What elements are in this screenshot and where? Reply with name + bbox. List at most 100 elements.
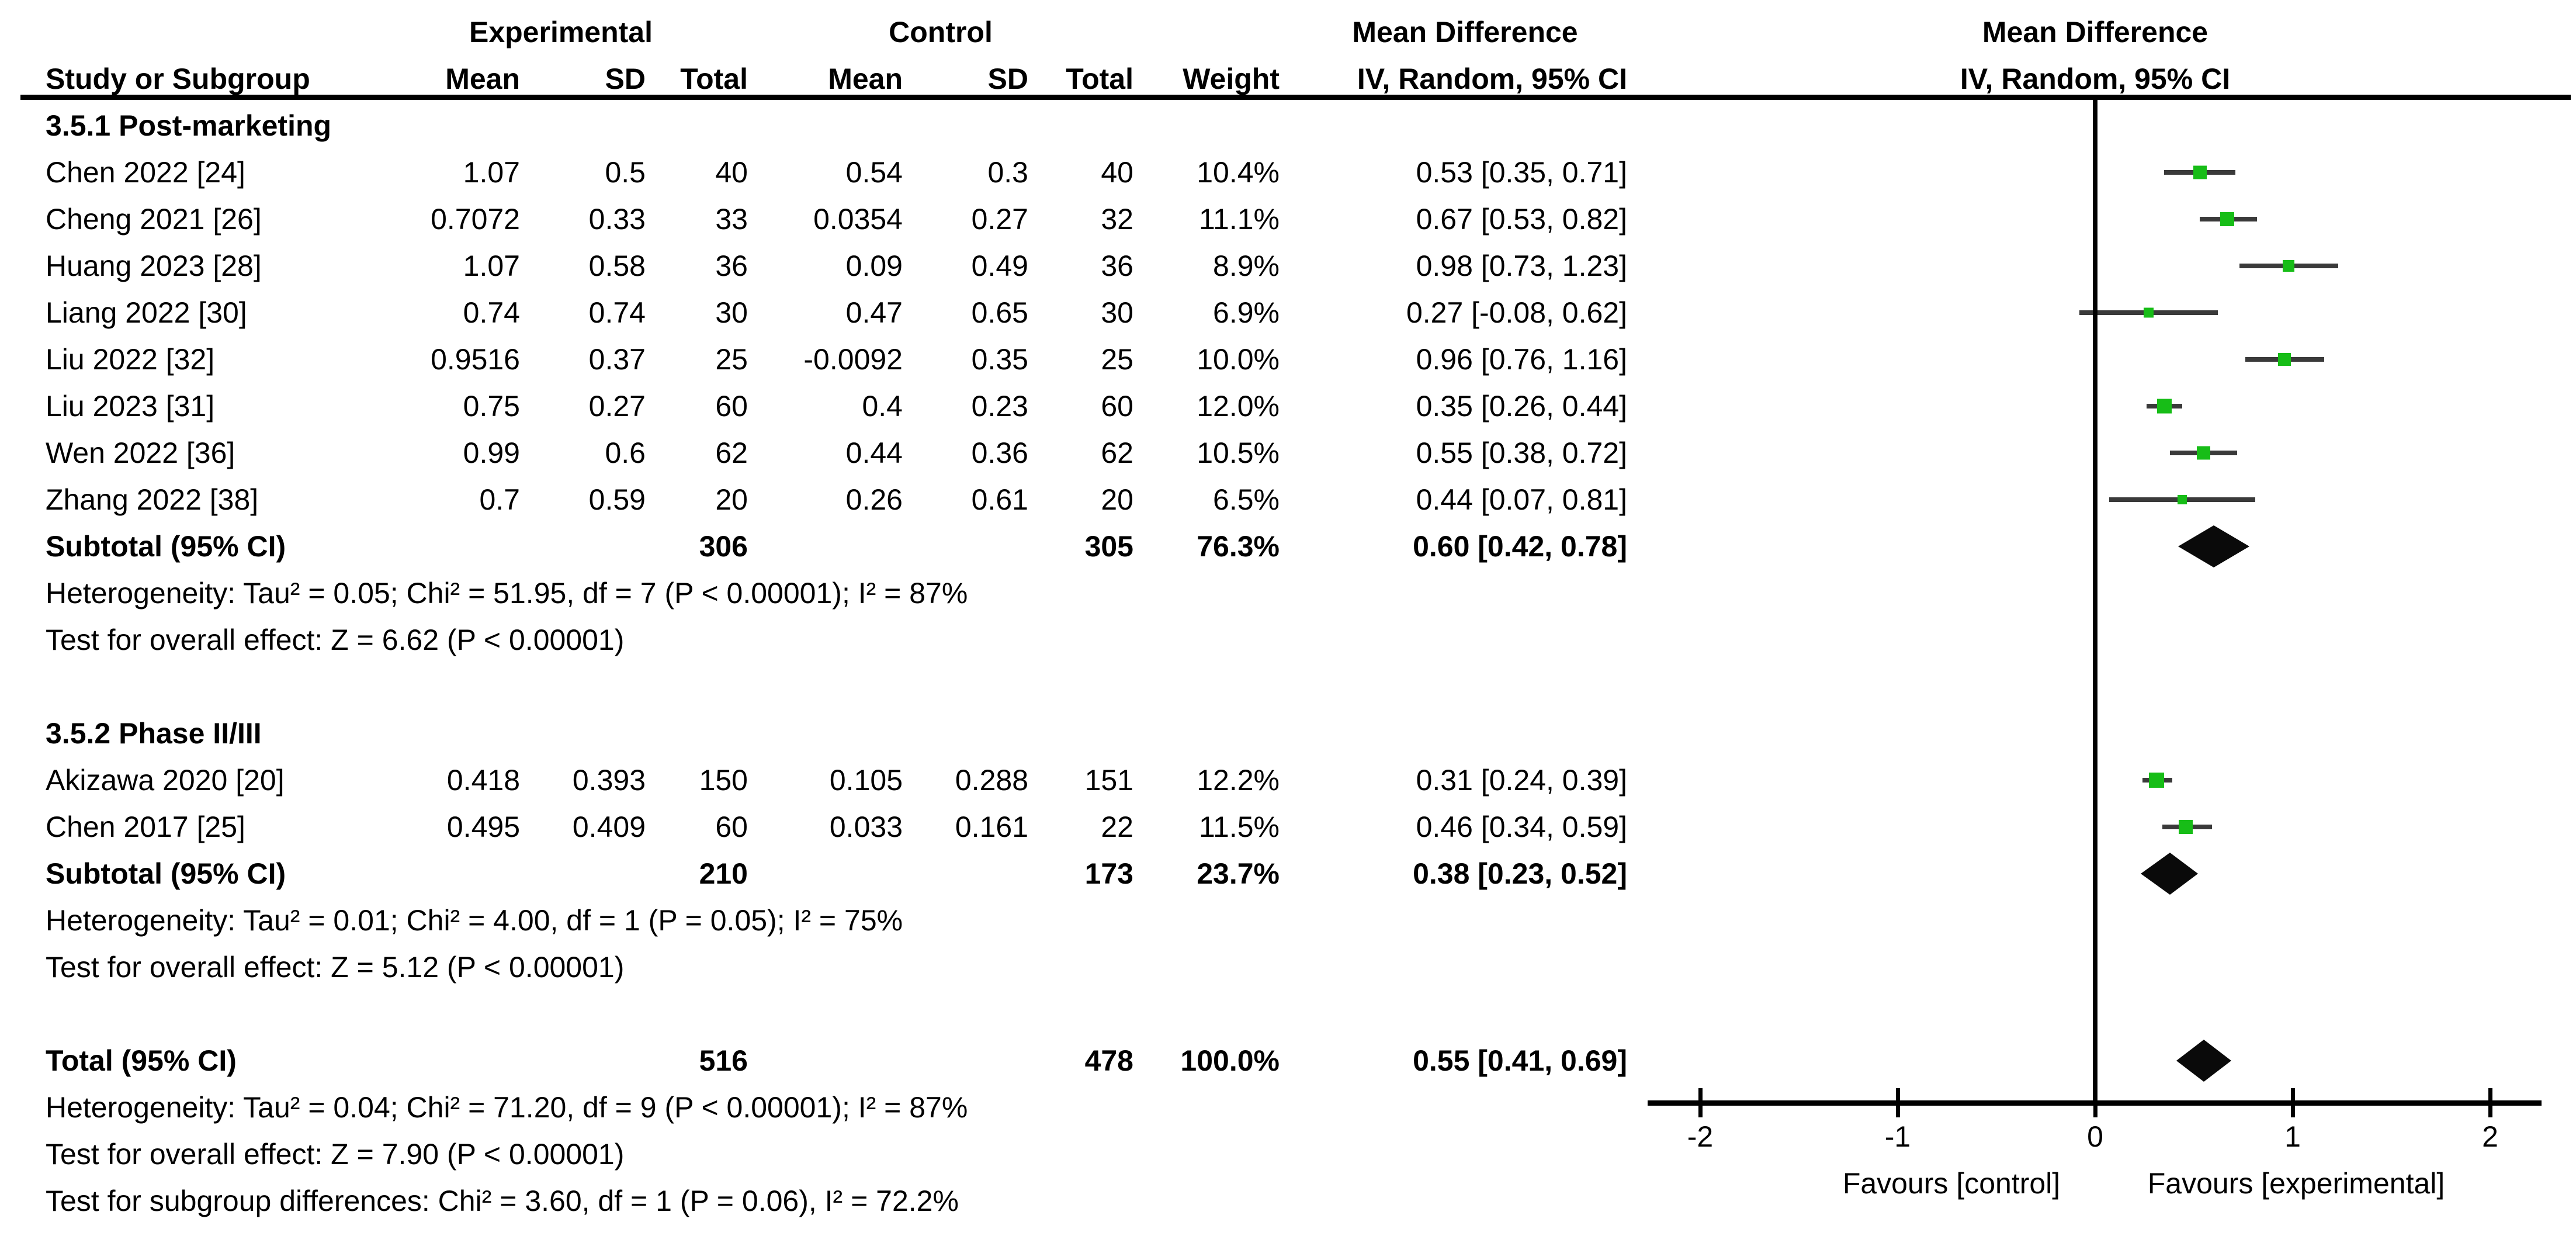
column-header-weight: Weight: [1183, 63, 1280, 95]
study-row-e_n: 33: [715, 203, 748, 236]
axis-tick-label: 0: [2087, 1120, 2103, 1153]
study-row-label: Chen 2017 [25]: [46, 811, 245, 843]
subtotal-row-ci: 0.60 [0.42, 0.78]: [1413, 530, 1627, 563]
axis-tick-label: 2: [2482, 1120, 2498, 1153]
total-diamond: [2176, 1040, 2231, 1082]
study-row-weight: 12.2%: [1197, 764, 1280, 797]
subtotal-row-weight: 76.3%: [1197, 530, 1280, 563]
favours-control-label: Favours [control]: [1842, 1167, 2061, 1200]
total-row-c_n: 478: [1084, 1044, 1133, 1077]
study-row-e_mean: 0.7072: [431, 203, 520, 236]
subtotal-diamond: [2178, 525, 2249, 567]
study-row-e_sd: 0.393: [572, 764, 646, 797]
study-row-c_n: 25: [1101, 343, 1133, 376]
study-row-c_n: 22: [1101, 811, 1133, 843]
study-row-e_sd: 0.27: [588, 390, 646, 423]
column-header-exp-sd: SD: [605, 63, 646, 95]
study-row-ci: 0.46 [0.34, 0.59]: [1416, 811, 1627, 843]
column-header-study: Study or Subgroup: [46, 63, 310, 95]
column-group-mean-difference: Mean Difference: [1352, 16, 1578, 49]
study-row-ci: 0.35 [0.26, 0.44]: [1416, 390, 1627, 423]
study-row-weight: 10.0%: [1197, 343, 1280, 376]
overall-effect-note: Test for overall effect: Z = 7.90 (P < 0…: [46, 1138, 625, 1171]
study-row-c_mean: 0.47: [845, 296, 903, 329]
study-square-marker: [2179, 820, 2193, 834]
study-row-e_sd: 0.74: [588, 296, 646, 329]
study-row-ci: 0.27 [-0.08, 0.62]: [1406, 296, 1627, 329]
study-row-c_mean: 0.105: [829, 764, 903, 797]
heterogeneity-note: Heterogeneity: Tau² = 0.01; Chi² = 4.00,…: [46, 904, 903, 937]
study-row-c_n: 36: [1101, 250, 1133, 282]
study-row-label: Liu 2023 [31]: [46, 390, 215, 423]
study-row-e_mean: 0.9516: [431, 343, 520, 376]
study-row-label: Wen 2022 [36]: [46, 437, 235, 469]
column-header-exp-mean: Mean: [445, 63, 520, 95]
study-row-e_n: 150: [699, 764, 748, 797]
subtotal-diamond: [2141, 853, 2198, 895]
section-label: 3.5.1 Post-marketing: [46, 109, 332, 142]
subtotal-row-label: Subtotal (95% CI): [46, 530, 286, 563]
study-row-e_sd: 0.409: [572, 811, 646, 843]
favours-experimental-label: Favours [experimental]: [2147, 1167, 2445, 1200]
study-row-label: Zhang 2022 [38]: [46, 483, 259, 516]
study-row-e_n: 20: [715, 483, 748, 516]
study-row-e_mean: 0.495: [446, 811, 520, 843]
study-row-e_n: 62: [715, 437, 748, 469]
study-square-marker: [2157, 399, 2172, 414]
study-row-c_n: 30: [1101, 296, 1133, 329]
study-row-weight: 6.5%: [1213, 483, 1280, 516]
study-row-c_sd: 0.27: [971, 203, 1028, 236]
study-row-e_mean: 0.99: [463, 437, 520, 469]
study-row-ci: 0.96 [0.76, 1.16]: [1416, 343, 1627, 376]
study-row-ci: 0.53 [0.35, 0.71]: [1416, 156, 1627, 189]
study-row-e_mean: 1.07: [463, 156, 520, 189]
study-row-ci: 0.31 [0.24, 0.39]: [1416, 764, 1627, 797]
study-row-c_sd: 0.3: [987, 156, 1028, 189]
study-row-e_n: 30: [715, 296, 748, 329]
study-square-marker: [2283, 260, 2294, 272]
study-row-e_mean: 0.7: [479, 483, 520, 516]
total-row-ci: 0.55 [0.41, 0.69]: [1413, 1044, 1627, 1077]
study-row-label: Cheng 2021 [26]: [46, 203, 262, 236]
subtotal-row-e_n: 210: [699, 857, 748, 890]
study-row-ci: 0.98 [0.73, 1.23]: [1416, 250, 1627, 282]
study-row-c_n: 151: [1084, 764, 1133, 797]
study-square-marker: [2197, 446, 2210, 460]
study-row-weight: 11.1%: [1198, 203, 1280, 236]
study-row-e_n: 60: [715, 811, 748, 843]
study-row-c_sd: 0.161: [955, 811, 1028, 843]
study-row-e_sd: 0.6: [605, 437, 646, 469]
study-row-c_sd: 0.36: [971, 437, 1028, 469]
axis-tick: [1698, 1088, 1703, 1117]
column-header-ctl-sd: SD: [987, 63, 1028, 95]
study-row-label: Huang 2023 [28]: [46, 250, 262, 282]
study-row-c_mean: 0.26: [845, 483, 903, 516]
study-row-c_mean: -0.0092: [803, 343, 903, 376]
study-row-weight: 11.5%: [1198, 811, 1280, 843]
study-row-c_sd: 0.288: [955, 764, 1028, 797]
axis-tick: [2488, 1088, 2492, 1117]
study-row-e_mean: 0.75: [463, 390, 520, 423]
study-row-c_sd: 0.23: [971, 390, 1028, 423]
study-row-e_n: 40: [715, 156, 748, 189]
study-row-e_sd: 0.5: [605, 156, 646, 189]
study-square-marker: [2193, 165, 2207, 179]
study-row-c_mean: 0.4: [862, 390, 903, 423]
study-row-weight: 10.4%: [1197, 156, 1280, 189]
column-group-experimental: Experimental: [469, 16, 653, 49]
heterogeneity-note: Heterogeneity: Tau² = 0.05; Chi² = 51.95…: [46, 577, 968, 610]
axis-tick: [2291, 1088, 2295, 1117]
study-row-weight: 12.0%: [1197, 390, 1280, 423]
study-row-ci: 0.67 [0.53, 0.82]: [1416, 203, 1627, 236]
plot-header-mean-difference: Mean Difference: [1982, 16, 2209, 49]
study-square-marker: [2149, 773, 2164, 788]
subtotal-row-c_n: 305: [1084, 530, 1133, 563]
study-row-e_n: 60: [715, 390, 748, 423]
study-row-c_sd: 0.35: [971, 343, 1028, 376]
subtotal-row-c_n: 173: [1084, 857, 1133, 890]
study-row-e_n: 36: [715, 250, 748, 282]
subgroup-differences-note: Test for subgroup differences: Chi² = 3.…: [46, 1185, 959, 1217]
study-row-e_sd: 0.33: [588, 203, 646, 236]
total-row-e_n: 516: [699, 1044, 748, 1077]
header-rule: [20, 95, 2571, 100]
